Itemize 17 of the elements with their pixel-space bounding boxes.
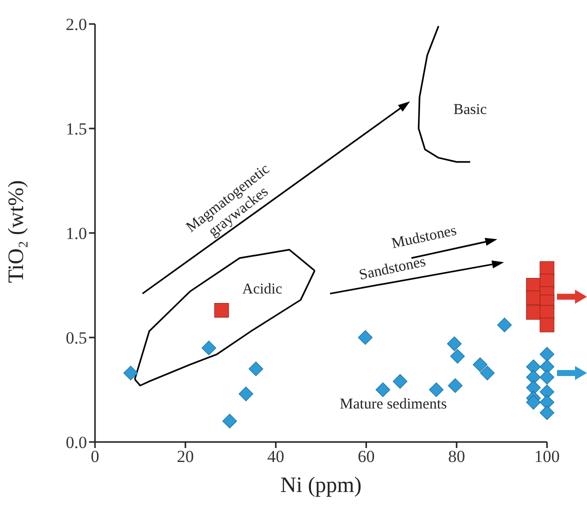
x-tick-label: 60: [358, 447, 375, 466]
x-tick-label: 40: [267, 447, 284, 466]
annotation: Acidic: [242, 282, 283, 298]
annotation: Sandstones: [358, 254, 428, 284]
annotation: Mature sediments: [340, 396, 448, 413]
y-tick-label: 0.5: [66, 328, 87, 348]
y-tick-label: 1.5: [66, 120, 87, 139]
x-tick-label: 20: [176, 447, 194, 466]
x-axis-title: Ni (ppm): [280, 472, 362, 497]
annotation: Mudstones: [390, 222, 458, 252]
x-tick-label: 100: [534, 447, 560, 466]
y-tick-label: 1.0: [66, 224, 87, 244]
x-tick-label: 80: [448, 447, 466, 466]
y-tick-label: 0.0: [66, 433, 87, 452]
y-tick-label: 2.0: [66, 15, 87, 34]
x-tick-label: 0: [90, 447, 100, 466]
annotation: Basic: [453, 102, 488, 118]
